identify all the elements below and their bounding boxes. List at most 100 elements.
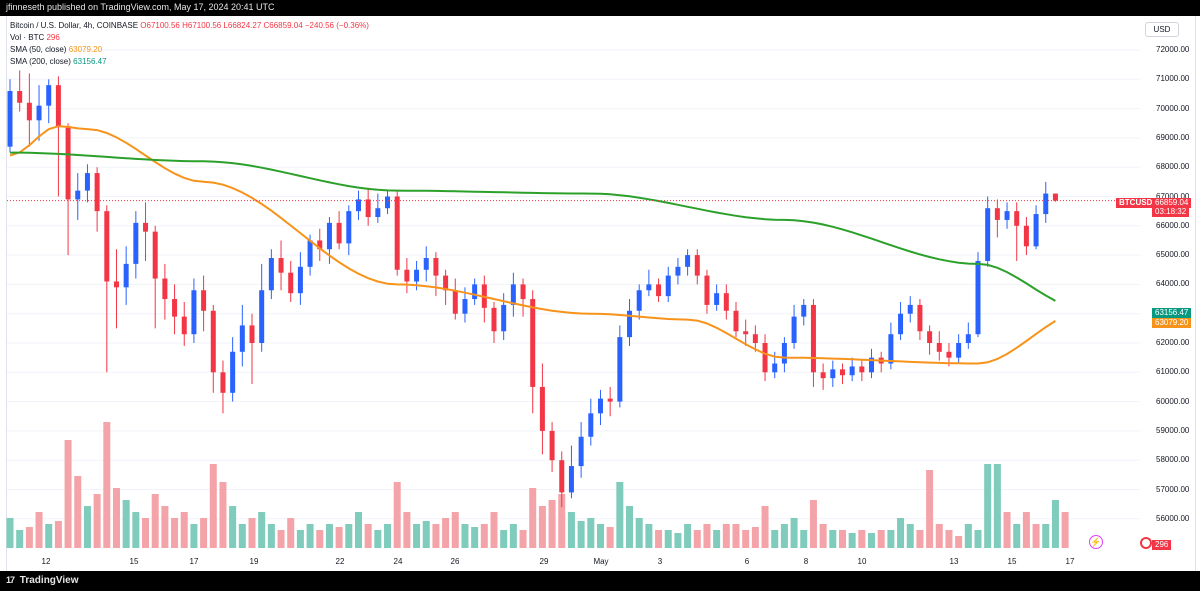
volume-bar <box>16 530 24 548</box>
footer-bar: 17 TradingView <box>0 571 1200 591</box>
price-tick-label: 66000.00 <box>1156 220 1190 230</box>
date-tick-label: 26 <box>450 557 460 566</box>
legend-sma50-row: SMA (50, close) 63079.20 <box>10 44 369 56</box>
volume-bar <box>267 524 275 548</box>
volume-bar <box>868 533 876 548</box>
price-tick-label: 65000.00 <box>1156 250 1190 260</box>
date-tick-label: 8 <box>803 557 809 566</box>
sma50-value: 63079.20 <box>68 45 103 54</box>
volume-bar <box>103 422 111 548</box>
candle-body <box>355 199 361 212</box>
candle-body <box>259 290 265 343</box>
price-tick-label: 59000.00 <box>1156 425 1190 435</box>
legend-sma200-row: SMA (200, close) 63156.47 <box>10 56 369 68</box>
volume-bar <box>209 464 217 548</box>
volume-bar <box>354 512 362 548</box>
candle-body <box>965 334 971 343</box>
candle-body <box>636 290 642 311</box>
candle-body <box>946 351 952 358</box>
countdown-tag: 03:18:32 <box>1152 207 1190 217</box>
candle-body <box>172 299 178 317</box>
candle-body <box>820 372 826 379</box>
candle-body <box>336 222 342 244</box>
candle-body <box>385 196 391 209</box>
volume-bar <box>442 518 450 548</box>
volume-bar <box>713 530 721 548</box>
candle-body <box>1023 225 1029 247</box>
sma50-label[interactable]: SMA (50, close) <box>10 45 67 54</box>
candle-body <box>268 258 274 291</box>
volume-bar <box>567 512 575 548</box>
candle-body <box>346 211 352 244</box>
symbol-title[interactable]: Bitcoin / U.S. Dollar, 4h, COINBASE <box>10 21 139 30</box>
sma50-tag: 63079.20 <box>1152 318 1192 328</box>
candle-body <box>830 369 836 379</box>
volume-bar <box>413 524 421 548</box>
sma200-tag: 63156.47 <box>1152 308 1192 318</box>
volume-bar <box>635 518 643 548</box>
volume-value: 296 <box>46 33 60 42</box>
publish-info: jfinneseth published on TradingView.com,… <box>6 2 275 12</box>
volume-bar <box>490 512 498 548</box>
volume-bar <box>606 527 614 548</box>
legend-volume-row: Vol · BTC 296 <box>10 32 369 44</box>
candle-body <box>113 281 119 288</box>
candle-body <box>297 266 303 294</box>
sma200-label[interactable]: SMA (200, close) <box>10 57 71 66</box>
candle-body <box>985 208 991 261</box>
tradingview-logo[interactable]: 17 TradingView <box>6 575 79 586</box>
candle-body <box>249 325 255 343</box>
volume-bar <box>645 524 653 548</box>
volume-bar <box>316 530 324 548</box>
candle-body <box>781 343 787 364</box>
volume-bar <box>916 530 924 548</box>
volume-bar <box>190 524 198 548</box>
candle-body <box>975 260 981 335</box>
volume-bar <box>229 506 237 548</box>
sma200-line <box>10 151 1056 302</box>
bolt-icon[interactable]: ⚡ <box>1089 535 1103 549</box>
volume-bar <box>403 512 411 548</box>
circle-flag-icon[interactable] <box>1140 537 1152 549</box>
volume-bar <box>132 512 140 548</box>
candle-body <box>365 199 371 218</box>
volume-bar <box>926 470 934 548</box>
volume-bar <box>558 494 566 548</box>
volume-bar <box>955 536 963 548</box>
volume-bar <box>858 530 866 548</box>
volume-bar <box>64 440 72 548</box>
candle-body <box>46 85 52 106</box>
candle-body <box>191 290 197 335</box>
volume-bar <box>171 518 179 548</box>
price-tick-label: 58000.00 <box>1156 455 1190 465</box>
volume-bar <box>461 524 469 548</box>
date-tick-label: 15 <box>129 557 139 566</box>
date-tick-label: 22 <box>335 557 345 566</box>
candle-body <box>433 258 439 276</box>
candle-body <box>568 466 574 493</box>
volume-bar <box>122 500 130 548</box>
candle-body <box>733 310 739 332</box>
candle-body <box>539 386 545 431</box>
volume-bar <box>984 464 992 548</box>
date-tick-label: 15 <box>1007 557 1017 566</box>
price-tick-label: 60000.00 <box>1156 396 1190 406</box>
candle-body <box>849 366 855 376</box>
volume-bar <box>993 464 1001 548</box>
candle-body <box>55 85 61 127</box>
volume-bar <box>780 524 788 548</box>
volume-bar <box>897 518 905 548</box>
candle-body <box>898 313 904 335</box>
volume-bar <box>974 530 982 548</box>
candle-body <box>685 255 691 267</box>
volume-bar <box>587 518 595 548</box>
candle-body <box>723 293 729 311</box>
candle-body <box>839 369 845 376</box>
tradingview-mark-icon: 17 <box>6 575 15 585</box>
candle-body <box>956 343 962 358</box>
currency-button[interactable]: USD <box>1145 22 1179 37</box>
volume-label[interactable]: Vol · BTC <box>10 33 45 42</box>
candle-body <box>510 284 516 305</box>
candle-body <box>307 240 313 267</box>
